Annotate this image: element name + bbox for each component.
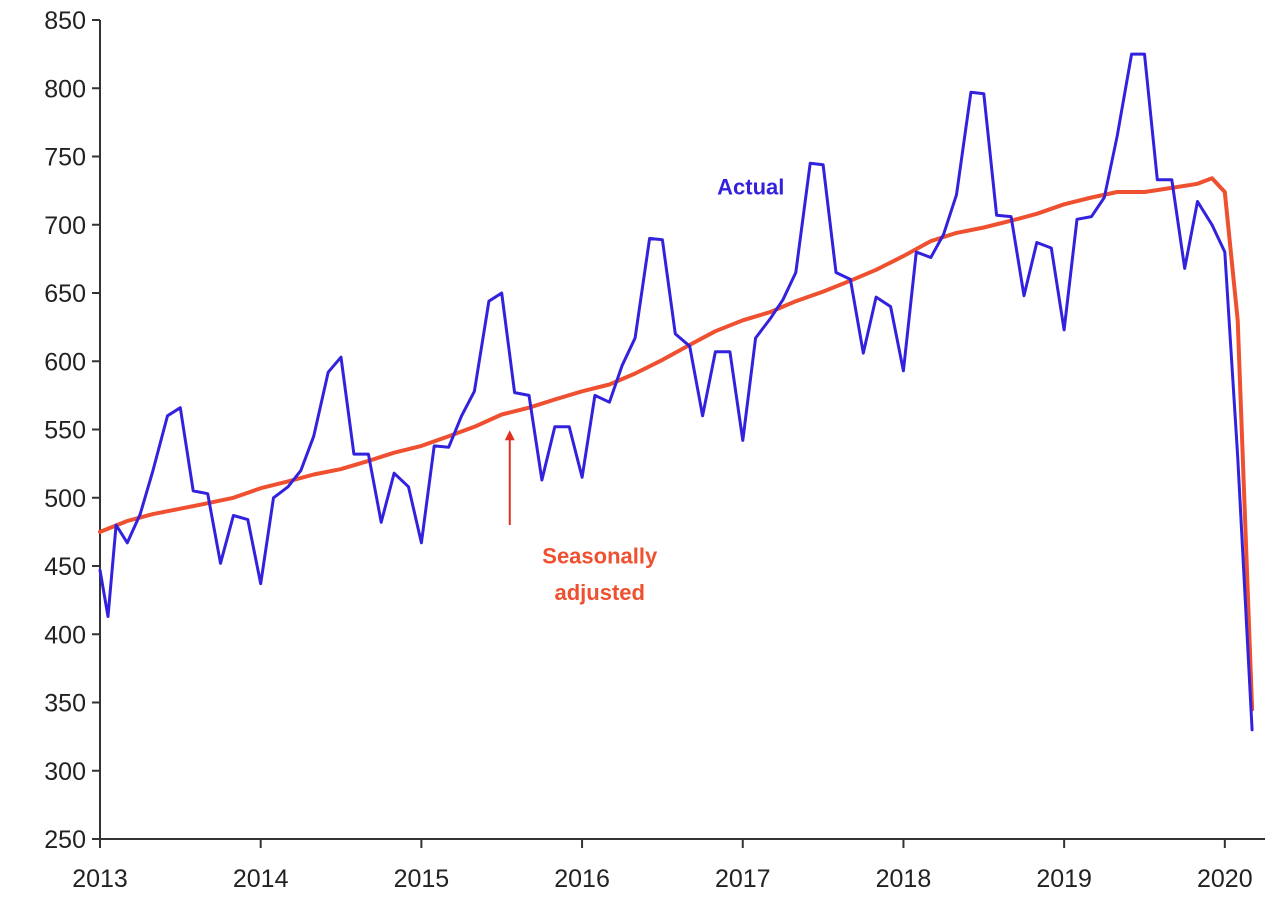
series-layer xyxy=(98,52,1255,732)
annotation-arrow-head xyxy=(504,430,515,441)
x-tick-label: 2016 xyxy=(554,865,610,893)
x-tick-label: 2020 xyxy=(1197,865,1253,893)
y-tick-label: 850 xyxy=(44,7,86,35)
y-tick-label: 800 xyxy=(44,75,86,103)
y-tick-label: 750 xyxy=(44,144,86,172)
y-tick-label: 650 xyxy=(44,280,86,308)
y-tick-label: 550 xyxy=(44,417,86,445)
y-tick-label: 500 xyxy=(44,485,86,513)
series-line-seasonally-adjusted xyxy=(98,176,1255,712)
annotation-label: adjusted xyxy=(555,580,645,605)
series-line-actual xyxy=(98,52,1254,732)
x-tick-label: 2013 xyxy=(72,865,128,893)
annotation-label: Actual xyxy=(717,175,784,200)
x-tick-label: 2017 xyxy=(715,865,771,893)
y-tick-label: 600 xyxy=(44,348,86,376)
x-tick-label: 2018 xyxy=(876,865,932,893)
y-tick-label: 400 xyxy=(44,621,86,649)
y-tick-label: 300 xyxy=(44,758,86,786)
y-tick-label: 450 xyxy=(44,553,86,581)
y-tick-label: 700 xyxy=(44,212,86,240)
y-tick-label: 250 xyxy=(44,826,86,854)
x-tick-label: 2015 xyxy=(394,865,450,893)
x-tick-label: 2014 xyxy=(233,865,289,893)
annotation-label: Seasonally xyxy=(542,543,658,568)
axes: 250 300 350 400 450 500 550 600 650 700 750 800 850 2… xyxy=(44,7,1265,893)
y-tick-label: 350 xyxy=(44,690,86,718)
annotations: Actual Seasonally adjusted xyxy=(504,175,784,605)
x-tick-label: 2019 xyxy=(1036,865,1092,893)
